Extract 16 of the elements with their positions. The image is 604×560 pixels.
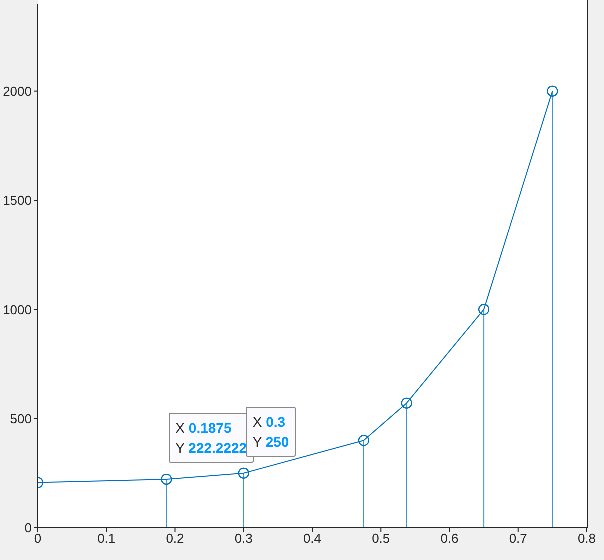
x-tick-label: 0.7 [509,531,528,546]
y-tick-label: 1500 [3,193,32,208]
x-tick-label: 0.2 [166,531,184,546]
x-tick-label: 0.6 [440,531,459,546]
x-tick-label: 0.3 [234,531,253,546]
y-tick-label: 1000 [3,302,32,318]
x-tick-label: 0.8 [578,531,596,546]
y-tick-label: 2000 [3,84,32,99]
y-tick-label: 0 [24,520,32,536]
x-tick-label: 0.4 [303,531,322,546]
annotation: X 0.1875 Y 222.2222 [176,420,248,456]
annotation: X 0.3 Y 250 [252,414,290,450]
x-tick-label: 0.5 [372,531,390,546]
x-tick-label: 0 [34,531,42,546]
y-tick-label: 500 [10,411,32,426]
x-tick-label: 0.1 [98,531,116,546]
